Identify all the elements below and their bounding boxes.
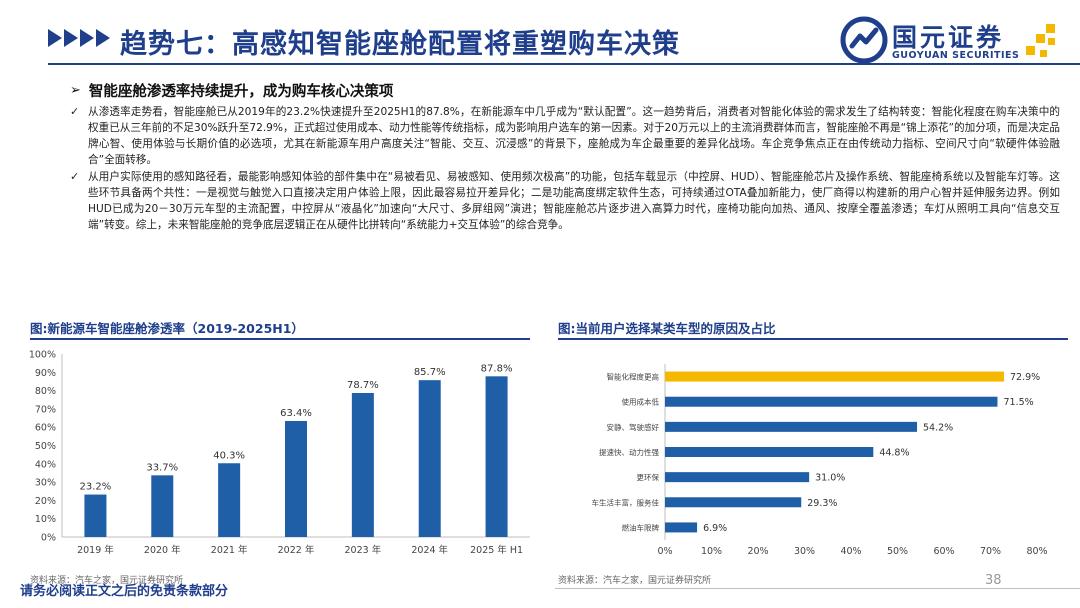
- bar-value-label: 78.7%: [347, 380, 379, 391]
- header-divider: [48, 63, 1080, 65]
- slide-header: 趋势七：高感知智能座舱配置将重塑购车决策 国元证券 GUOYUAN SECURI…: [0, 0, 1080, 82]
- y-tick-label: 40%: [35, 459, 56, 470]
- company-logo: 国元证券 GUOYUAN SECURITIES: [836, 16, 1066, 66]
- bar-value-label: 87.8%: [481, 363, 513, 374]
- bullet-text: 从用户实际使用的感知路径看，最能影响感知体验的部件集中在“易被看见、易被感知、使…: [88, 171, 1060, 231]
- bullet-list: ✓ 从渗透率走势看，智能座舱已从2019年的23.2%快速提升至2025H1的8…: [70, 104, 1060, 234]
- x-tick-label: 0%: [657, 546, 672, 557]
- footer-divider: [555, 588, 1080, 589]
- purchase-reason-bar-chart: 0% 10% 20% 30% 40% 50% 60% 70% 80% 72.9% 智能化程度更高 71…: [592, 364, 1048, 557]
- y-category-label: 更环保: [637, 473, 660, 482]
- y-tick-label: 20%: [35, 496, 56, 507]
- bar: [665, 497, 802, 508]
- page-title: 趋势七：高感知智能座舱配置将重塑购车决策: [120, 29, 680, 60]
- x-tick-label: 2020 年: [144, 544, 181, 556]
- chevron-right-icon: [96, 29, 110, 47]
- y-tick-label: 30%: [35, 478, 56, 489]
- x-tick-label: 2023 年: [345, 544, 382, 556]
- left-caption-divider: [30, 338, 530, 340]
- x-tick-label: 2021 年: [211, 544, 248, 556]
- y-category-label: 车生活丰富，服务佳: [592, 497, 660, 507]
- y-category-label: 提速快、动力性强: [599, 447, 659, 457]
- bar: [218, 463, 241, 537]
- y-category-label: 燃油车限牌: [622, 522, 660, 532]
- bar: [665, 522, 698, 533]
- logo-name-en: GUOYUAN SECURITIES: [892, 50, 1020, 61]
- right-chart-source: 资料来源：汽车之家，国元证券研究所: [558, 576, 712, 586]
- x-tick-label: 60%: [933, 546, 954, 557]
- x-tick-label: 10%: [701, 546, 722, 557]
- bar-value-label: 54.2%: [923, 422, 953, 433]
- page-number: 38: [985, 573, 1002, 588]
- bar: [84, 494, 107, 537]
- bar: [285, 420, 307, 537]
- right-chart-caption: 图:当前用户选择某类车型的原因及占比: [558, 321, 776, 336]
- bar: [665, 371, 1004, 382]
- y-tick-label: 70%: [35, 404, 56, 415]
- y-category-label: 使用成本低: [622, 397, 660, 407]
- bullet-item: ✓ 从渗透率走势看，智能座舱已从2019年的23.2%快速提升至2025H1的8…: [70, 104, 1060, 168]
- y-tick-label: 0%: [41, 533, 56, 544]
- bar-value-label: 71.5%: [1003, 397, 1033, 408]
- x-tick-label: 20%: [747, 546, 768, 557]
- disclaimer-footer: 请务必阅读正文之后的免责条款部分: [20, 584, 229, 599]
- guoyuan-logo-icon: [840, 16, 888, 64]
- checkmark-icon: ✓: [70, 105, 80, 118]
- logo-name-cn: 国元证券: [892, 23, 1005, 52]
- title-chevrons: [48, 29, 110, 47]
- x-tick-label: 2022 年: [278, 544, 315, 556]
- bar: [485, 376, 508, 537]
- chevron-right-icon: [48, 29, 62, 47]
- y-category-label: 智能化程度更高: [607, 372, 660, 382]
- bullet-item: ✓ 从用户实际使用的感知路径看，最能影响感知体验的部件集中在“易被看见、易被感知…: [70, 169, 1060, 233]
- bar-value-label: 6.9%: [703, 523, 727, 534]
- bar: [418, 380, 441, 537]
- x-tick-label: 80%: [1026, 546, 1047, 557]
- bar-value-label: 29.3%: [807, 498, 837, 509]
- bar: [151, 475, 174, 537]
- bar-value-label: 63.4%: [280, 408, 312, 419]
- bar-value-label: 31.0%: [815, 473, 845, 484]
- bar-value-label: 72.9%: [1010, 372, 1040, 383]
- left-chart-source: 资料来源：汽车之家，国元证券研究所: [30, 576, 184, 586]
- bar: [665, 447, 874, 457]
- bar-value-label: 85.7%: [414, 367, 446, 378]
- x-tick-label: 40%: [840, 546, 861, 557]
- subtitle-text: 智能座舱渗透率持续提升，成为购车核心决策项: [88, 83, 394, 100]
- y-category-label: 安静、驾驶感好: [607, 422, 660, 432]
- checkmark-icon: ✓: [70, 170, 80, 183]
- x-tick-label: 50%: [887, 546, 908, 557]
- bar: [665, 396, 998, 407]
- y-tick-label: 50%: [35, 441, 56, 452]
- bar-value-label: 23.2%: [80, 482, 112, 493]
- section-subtitle: ➢ 智能座舱渗透率持续提升，成为购车核心决策项: [70, 80, 393, 100]
- x-tick-label: 2024 年: [411, 544, 448, 556]
- y-tick-label: 60%: [35, 423, 56, 434]
- left-chart-caption: 图:新能源车智能座舱渗透率（2019-2025H1）: [30, 321, 304, 336]
- chevron-right-icon: [64, 29, 78, 47]
- bar: [665, 472, 810, 483]
- y-tick-label: 10%: [35, 514, 56, 525]
- chevron-right-icon: [80, 29, 94, 47]
- y-tick-label: 100%: [29, 350, 56, 361]
- x-tick-label: 2019 年: [77, 544, 114, 556]
- penetration-bar-chart: 0% 10% 20% 30% 40% 50% 60% 70% 80% 90% 100% 23.2% 20…: [29, 350, 530, 556]
- bar: [351, 392, 374, 537]
- y-tick-label: 80%: [35, 386, 56, 397]
- x-tick-label: 30%: [794, 546, 815, 557]
- y-tick-label: 90%: [35, 368, 56, 379]
- logo-decoration-icon: [1026, 24, 1055, 57]
- x-tick-label: 2025 年 H1: [470, 544, 523, 556]
- bar: [665, 421, 918, 432]
- x-tick-label: 70%: [980, 546, 1001, 557]
- bar-value-label: 44.8%: [879, 448, 909, 459]
- right-caption-divider: [558, 338, 1068, 340]
- bullet-text: 从渗透率走势看，智能座舱已从2019年的23.2%快速提升至2025H1的87.…: [88, 106, 1060, 166]
- arrow-bullet-icon: ➢: [70, 82, 81, 98]
- bar-value-label: 33.7%: [146, 462, 178, 473]
- bar-value-label: 40.3%: [213, 450, 245, 461]
